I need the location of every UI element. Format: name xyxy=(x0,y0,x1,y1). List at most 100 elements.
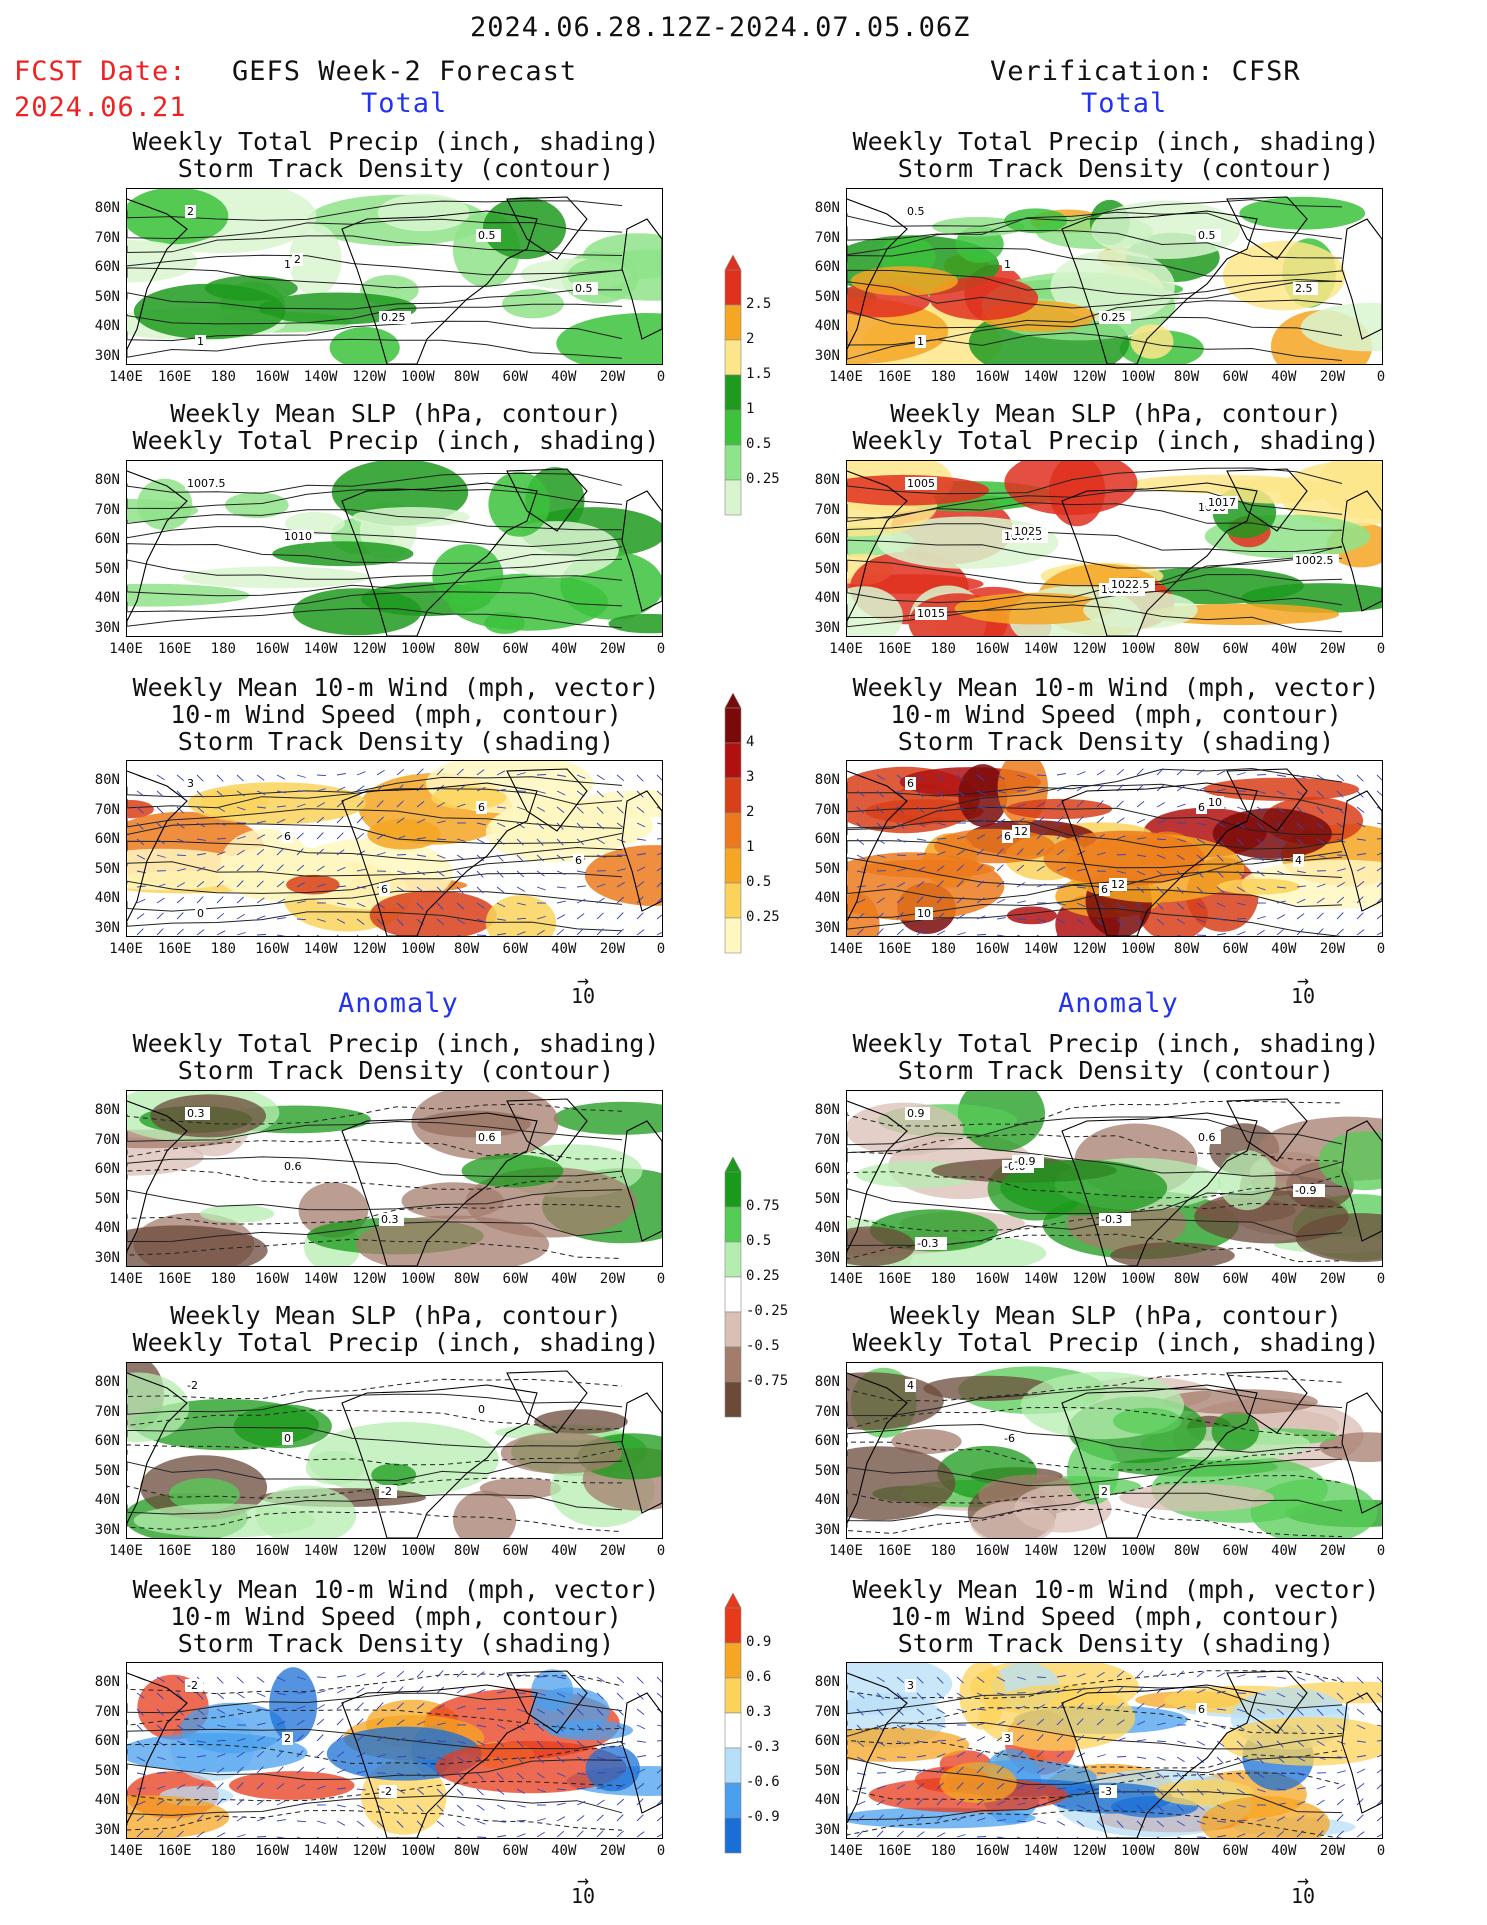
longitude-label: 20W xyxy=(1319,369,1346,385)
wind-vector xyxy=(1176,1820,1185,1827)
latitude-label: 70N xyxy=(814,1131,840,1148)
longitude-label: 120W xyxy=(1072,1271,1107,1287)
coastline xyxy=(847,198,908,350)
wind-vector xyxy=(1236,838,1244,846)
wind-vector xyxy=(196,774,204,782)
wind-vector xyxy=(476,902,485,909)
contour-label-background xyxy=(185,477,231,490)
wind-vector xyxy=(1056,1688,1066,1694)
wind-vector xyxy=(376,1671,385,1678)
wind-vector xyxy=(296,1766,305,1774)
coastline xyxy=(1226,468,1308,532)
wind-vector xyxy=(216,896,224,904)
shading-cell xyxy=(1211,1411,1259,1452)
shading-cell xyxy=(584,845,662,906)
shading-cell xyxy=(1217,878,1301,895)
wind-vector xyxy=(896,1814,904,1822)
shading-cell xyxy=(127,240,198,283)
wind-vector xyxy=(1216,1788,1225,1795)
colorbar-segment xyxy=(724,1241,742,1278)
wind-vector xyxy=(316,788,326,792)
wind-vector xyxy=(456,886,464,894)
wind-vector xyxy=(476,1836,487,1838)
wind-vector xyxy=(1236,886,1246,892)
wind-vector xyxy=(416,1686,424,1694)
shading-cell xyxy=(847,852,1005,921)
wind-vector xyxy=(136,838,145,846)
latitude-label: 40N xyxy=(94,1492,120,1508)
contour-line xyxy=(127,254,623,276)
wind-vector xyxy=(236,1751,245,1758)
wind-vector xyxy=(636,929,645,936)
wind-vector xyxy=(596,1799,605,1806)
wind-vector xyxy=(536,870,545,877)
wind-vector xyxy=(236,835,246,840)
shading-cell xyxy=(1250,1479,1378,1538)
wind-vector xyxy=(516,806,526,811)
panel-title-left-1: Weekly Total Precip (inch, shading) Storm… xyxy=(132,127,660,183)
wind-vector xyxy=(1036,1690,1046,1694)
shading-cell xyxy=(1194,1190,1349,1244)
wind-vector xyxy=(976,834,986,840)
wind-vector xyxy=(616,838,626,843)
colorbar-segment xyxy=(724,269,742,306)
colorbar-segment xyxy=(724,1346,742,1383)
shading-cell xyxy=(1200,1796,1330,1838)
wind-vector xyxy=(636,838,646,841)
coastline xyxy=(127,770,188,922)
wind-vector xyxy=(1236,1833,1246,1838)
contour-value-label: 0 xyxy=(197,907,204,920)
longitude-label: 180 xyxy=(210,369,236,385)
wind-vector xyxy=(1116,902,1125,910)
longitude-label: 180 xyxy=(930,1271,956,1287)
wind-vector xyxy=(916,1692,924,1700)
wind-vector xyxy=(896,928,904,936)
wind-vector xyxy=(856,928,864,936)
wind-vector xyxy=(1056,1768,1066,1774)
shading-cell xyxy=(182,566,370,589)
coastline xyxy=(1226,1098,1308,1162)
contour-line xyxy=(127,575,623,597)
longitude-label: 140E xyxy=(829,641,863,657)
wind-vector xyxy=(596,854,606,858)
wind-vector xyxy=(896,1676,905,1684)
wind-vector xyxy=(596,1814,604,1822)
wind-vector xyxy=(876,1814,884,1822)
wind-vector xyxy=(1316,806,1324,814)
longitude-label: 180 xyxy=(210,641,236,657)
coastline xyxy=(341,1384,538,1538)
wind-vector xyxy=(156,1830,164,1838)
wind-vector xyxy=(1336,1770,1346,1774)
wind-vector xyxy=(1296,1772,1306,1776)
wind-vector xyxy=(256,1708,266,1711)
wind-vector xyxy=(236,896,245,904)
wind-vector xyxy=(1296,870,1306,874)
longitude-label: 0 xyxy=(1376,1271,1386,1287)
wind-vector xyxy=(916,866,926,872)
wind-vector xyxy=(1236,902,1246,906)
wind-vector xyxy=(1076,902,1086,908)
wind-vector xyxy=(1116,1804,1125,1812)
colorbar-tick-label: 2 xyxy=(746,331,755,347)
coastline xyxy=(1061,1384,1258,1538)
wind-vector xyxy=(296,934,301,936)
wind-vector xyxy=(256,1736,266,1742)
contour-value-label: -0.9 xyxy=(1295,1184,1316,1197)
contour-label-background xyxy=(905,1379,916,1392)
wind-vector xyxy=(1356,1676,1364,1684)
coastline xyxy=(621,1392,662,1514)
wind-vector xyxy=(236,913,245,920)
contour-line xyxy=(127,1759,623,1781)
wind-vector xyxy=(976,1817,986,1822)
wind-vector xyxy=(976,915,986,920)
longitude-label: 60W xyxy=(502,641,528,657)
wind-vector xyxy=(1116,1756,1127,1758)
colorbar-tick-label: -0.25 xyxy=(746,1303,789,1319)
wind-vector xyxy=(656,1676,662,1683)
wind-vector xyxy=(336,885,346,888)
wind-vector xyxy=(1296,838,1305,846)
wind-vector xyxy=(636,1724,646,1730)
contour-line xyxy=(847,1133,1343,1162)
coastline xyxy=(1341,1392,1382,1514)
wind-vector xyxy=(596,928,604,936)
